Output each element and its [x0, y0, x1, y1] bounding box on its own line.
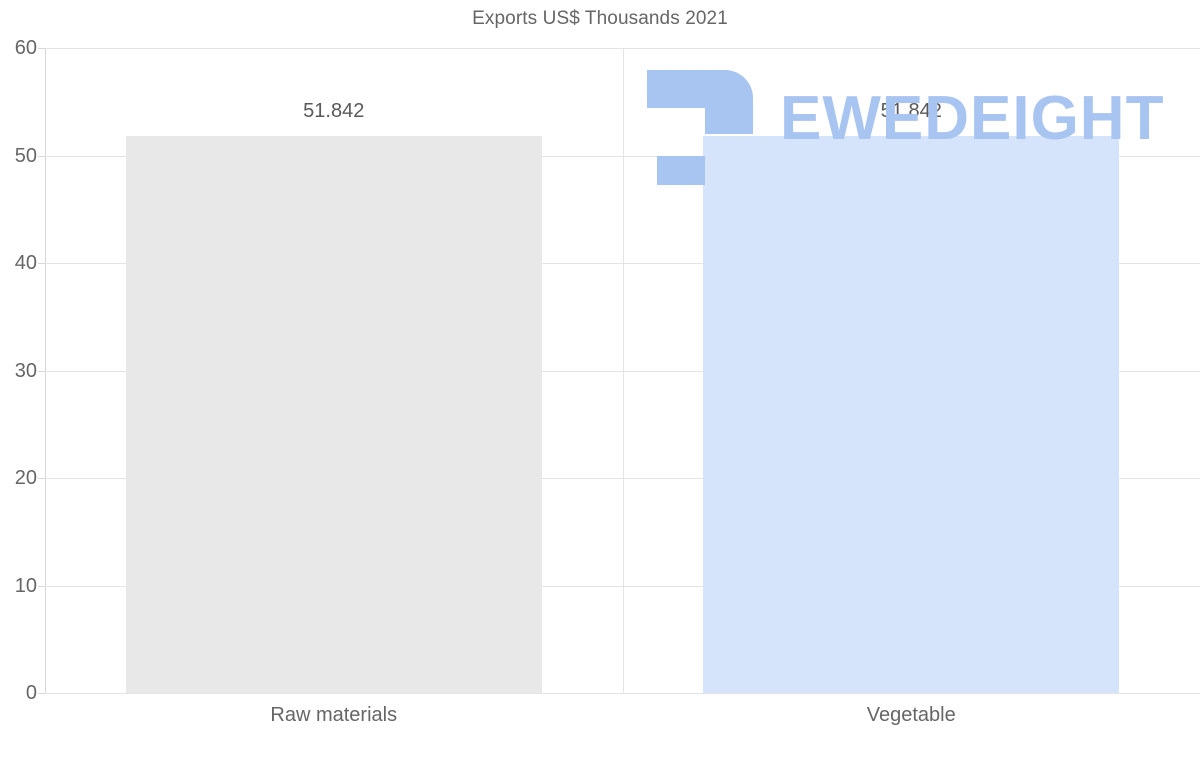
- gridline-vertical: [623, 48, 624, 693]
- y-axis-tick-label: 30: [14, 359, 37, 382]
- gridline-horizontal: [45, 478, 1200, 479]
- y-axis-tick-mark: [38, 48, 45, 49]
- y-axis-tick-mark: [38, 156, 45, 157]
- y-axis-tick-label: 40: [14, 252, 37, 274]
- gridline-horizontal: [45, 693, 1200, 694]
- y-axis-tick-label: 50: [14, 144, 37, 167]
- x-axis-tick-label: Vegetable: [866, 704, 956, 726]
- data-label: 51.842: [303, 99, 365, 122]
- bar-vegetable[interactable]: [703, 136, 1119, 693]
- bar-raw-materials[interactable]: [126, 136, 542, 693]
- plot-area: [45, 48, 1200, 694]
- y-axis-tick-mark: [38, 586, 45, 587]
- y-axis-tick-label: 0: [25, 682, 37, 704]
- y-axis-tick-mark: [38, 371, 45, 372]
- gridline-horizontal: [45, 156, 1200, 157]
- data-label: 51.842: [880, 99, 942, 122]
- x-axis-tick-label: Raw materials: [270, 704, 398, 726]
- y-axis-tick-mark: [38, 693, 45, 694]
- gridline-horizontal: [45, 48, 1200, 49]
- y-axis-tick-label: 10: [14, 574, 37, 597]
- y-axis-tick-mark: [38, 478, 45, 479]
- gridline-horizontal: [45, 371, 1200, 372]
- y-axis-tick-label: 20: [14, 467, 37, 489]
- y-axis-tick-label: 60: [14, 37, 37, 59]
- gridline-horizontal: [45, 586, 1200, 587]
- gridline-horizontal: [45, 263, 1200, 264]
- chart-title: Exports US$ Thousands 2021: [472, 8, 728, 29]
- y-axis-tick-mark: [38, 263, 45, 264]
